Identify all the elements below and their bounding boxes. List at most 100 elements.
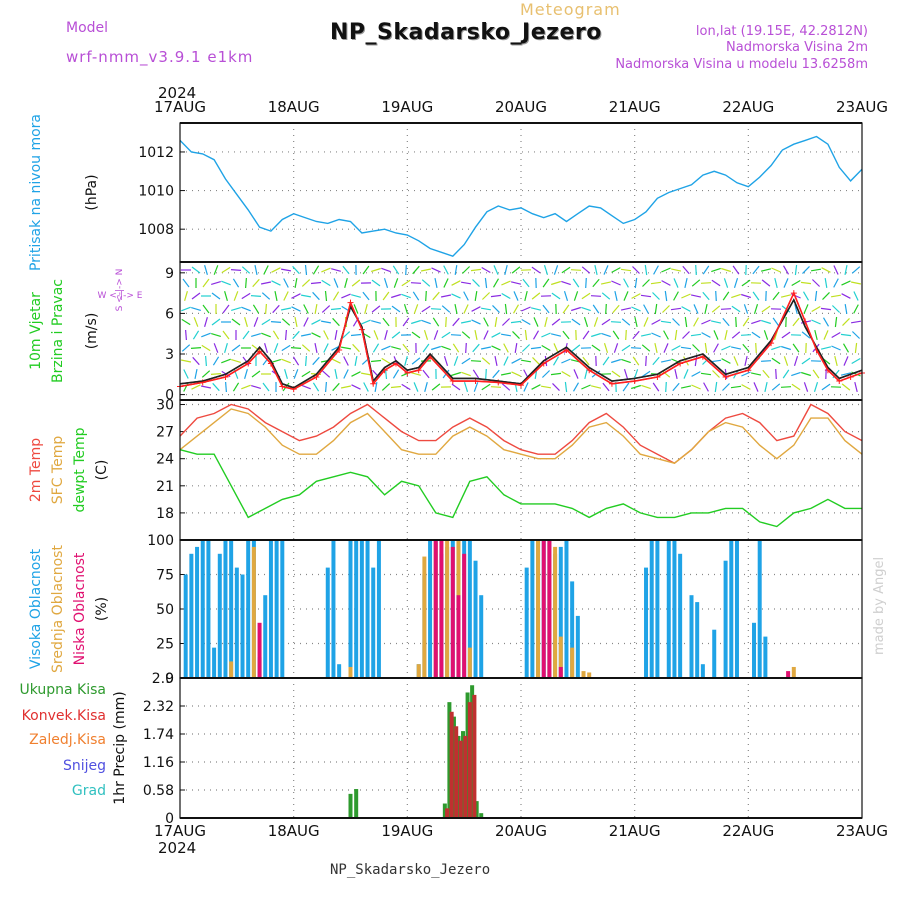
wind-arrow [432,291,440,301]
bar-high [331,540,336,678]
bar-conv [463,735,468,818]
wind-arrow [744,355,748,367]
bar-high [268,540,273,678]
wind-arrow [771,383,781,391]
wind-arrow [474,291,478,301]
x-tick-label-bottom: 19AUG [381,822,433,840]
wind-arrow [594,264,598,276]
wind-arrow [722,291,730,301]
wind-arrow [814,290,818,302]
model-label: Model [66,20,109,36]
wind-arrow [541,385,551,389]
wind-arrow [452,317,460,327]
wind-arrow [713,343,719,353]
wind-arrow [844,304,848,314]
y-tick-label: 21 [156,479,174,495]
wind-arrow [294,277,298,289]
wind-arrow [652,292,660,300]
wind-arrow [391,293,401,299]
wind-arrow [191,384,201,390]
wind-arrow [213,265,219,275]
wind-arrow [700,282,712,284]
y-axis-label-pressure: (hPa) [84,174,100,210]
wind-arrow [390,385,402,389]
wind-arrow [384,368,388,380]
wind-arrow [383,278,389,288]
wind-arrow [244,369,248,379]
wind-arrow [833,278,839,288]
wind-arrow [551,318,561,326]
compass-vertical: S <-|-> N [115,269,125,312]
wind-arrow [592,304,600,314]
wind-arrow [622,382,630,392]
bar-high [280,540,285,678]
wind-arrow [693,304,699,314]
bar-mid [581,671,586,678]
wind-arrow [733,356,739,366]
bar-total [442,803,447,818]
wind-arrow [621,318,631,326]
wind-arrow [704,342,708,354]
wind-arrow [312,356,320,366]
bar-low [433,540,438,678]
wind-arrow [221,266,231,274]
wind-arrow [441,345,451,351]
wind-arrow [511,358,521,364]
wind-arrow [794,264,798,276]
wind-arrow [372,343,380,353]
model-elevation: Nadmorska Visina u modelu 13.6258m [615,57,868,72]
wind-arrow [463,291,469,301]
wind-arrow [362,265,370,275]
series-line-wind-top [179,298,863,389]
bar-high [354,540,359,678]
wind-arrow [501,333,511,337]
wind-arrow [684,277,688,289]
y-tick-label: 2.9 [152,671,174,687]
wind-arrow [362,291,370,301]
wind-arrow [752,291,760,301]
wind-arrow [712,370,720,378]
wind-arrow [512,330,520,340]
bar-mid [791,666,796,678]
wind-arrow [341,331,351,339]
wind-arrow [741,371,751,377]
wind-arrow [721,267,731,273]
wind-arrow [351,279,361,287]
wind-arrow [673,291,679,301]
bar-high [672,540,677,678]
wind-arrow [720,308,732,310]
y-tick-label: 1008 [138,222,174,238]
wind-arrow [581,384,591,390]
bar-high [467,540,472,678]
wind-arrow [420,268,432,272]
wind-arrow [542,278,550,288]
wind-arrow [472,278,480,288]
location-lonlat: lon,lat (19.15E, 42.2812N) [695,24,868,39]
wind-arrow [382,291,390,301]
wind-arrow [541,370,551,378]
wind-arrow [242,330,250,340]
x-tick-label-top: 22AUG [722,98,774,116]
bar-mid [416,664,421,678]
wind-arrow [775,368,777,380]
wind-arrow [402,343,410,353]
bar-mid [536,540,541,678]
wind-arrow [510,320,522,324]
wind-arrow [202,304,210,314]
wind-arrow [631,293,641,299]
wind-arrow [403,304,409,314]
wind-arrow [521,318,531,326]
wind-arrow [263,265,269,275]
wind-arrow [411,319,421,325]
precip-legend-4: Grad [72,783,106,799]
wind-arrow [833,265,839,275]
wind-arrow [541,332,551,338]
wind-arrow [700,372,712,376]
wind-arrow [633,369,639,379]
wind-arrow [811,305,821,313]
wind-arrow [381,345,391,351]
wind-arrow [631,384,641,390]
wind-arrow [643,317,649,327]
wind-arrow [291,306,301,312]
wind-arrow [601,318,611,326]
